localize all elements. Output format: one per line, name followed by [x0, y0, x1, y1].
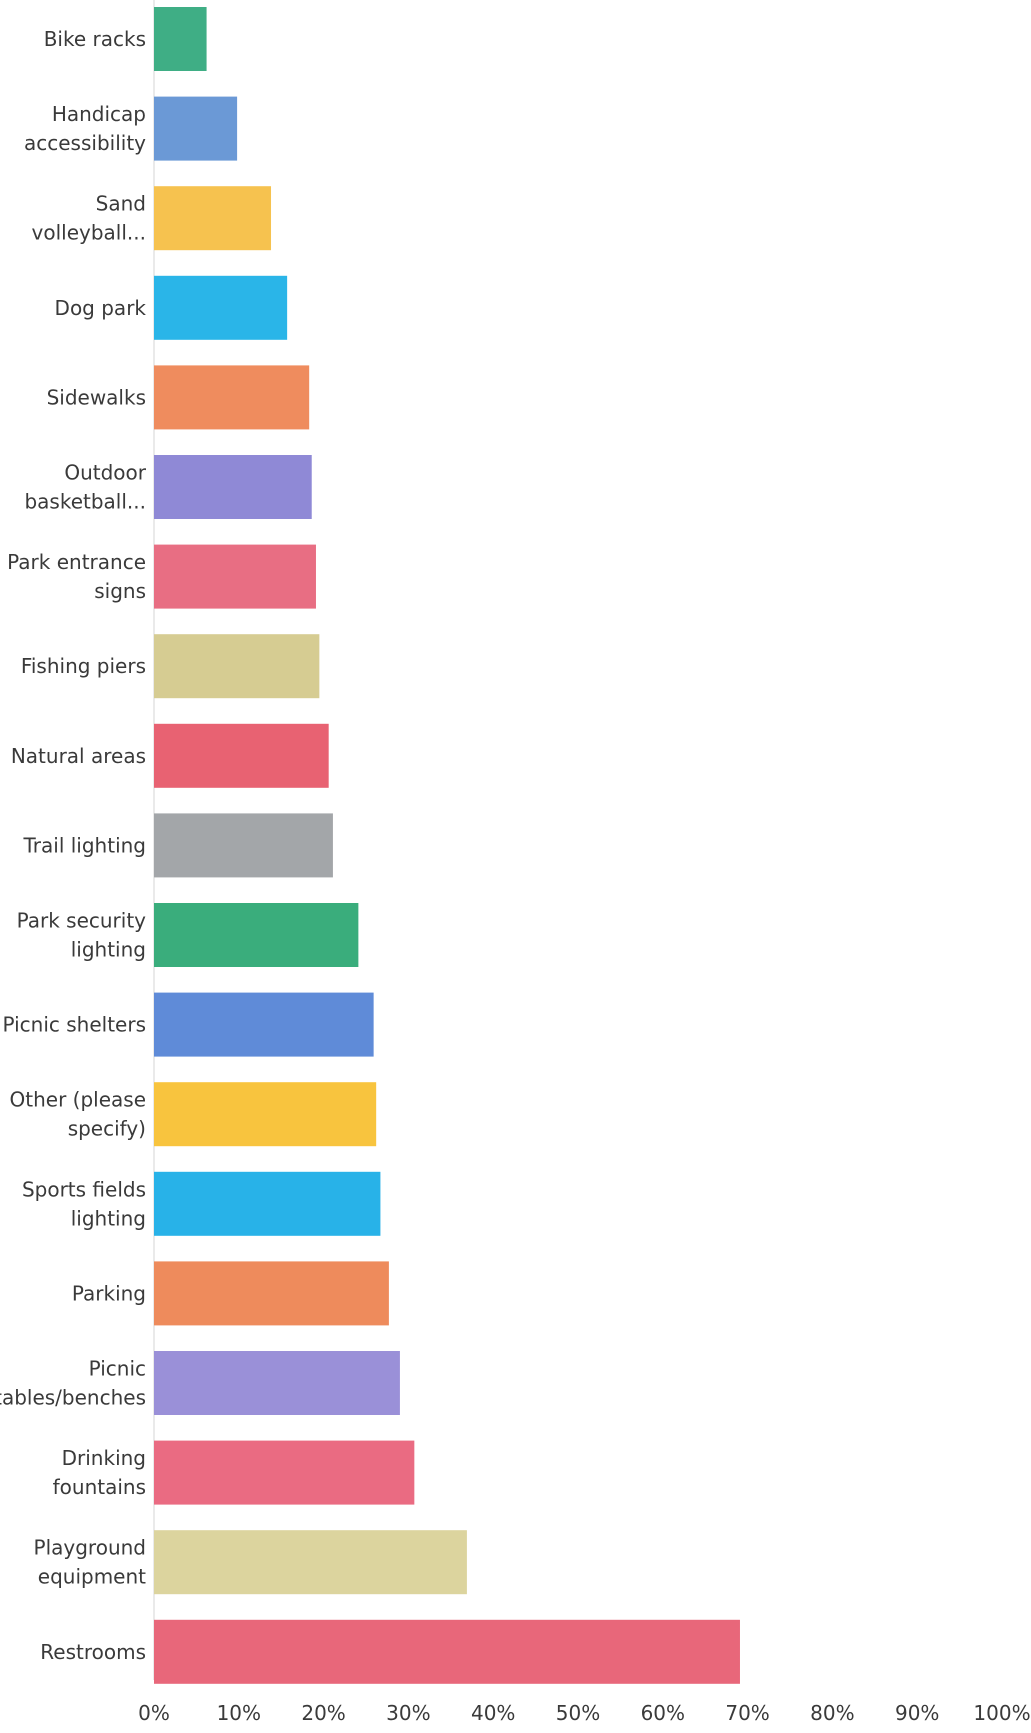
x-tick-label: 80% [810, 1701, 854, 1725]
bar [154, 903, 359, 967]
bar [154, 992, 374, 1057]
category-label-line: Playground [34, 1536, 146, 1560]
category-label-line: Other (please [10, 1088, 146, 1112]
category-label-line: Fishing piers [21, 654, 146, 678]
category-label: Drinking fountains [53, 1446, 146, 1499]
bar [154, 365, 310, 430]
category-label-line: lighting [71, 1206, 146, 1230]
bar [154, 7, 207, 71]
bar [154, 96, 238, 161]
category-label: Playground equipment [34, 1536, 147, 1589]
category-label: Sand volleyball... [32, 192, 146, 245]
category-label-line: equipment [38, 1565, 146, 1589]
x-tick-label: 40% [471, 1701, 515, 1725]
bar [154, 1351, 400, 1415]
category-label-line: tables/benches [0, 1386, 146, 1410]
bars-group [154, 7, 740, 1684]
bar [154, 544, 316, 609]
category-label-line: accessibility [24, 131, 146, 155]
bar [154, 634, 320, 699]
category-label-line: Sidewalks [47, 385, 146, 409]
category-label: Other (please specify) [10, 1088, 146, 1141]
category-label: Natural areas [11, 744, 146, 768]
category-label-line: volleyball... [32, 221, 146, 245]
category-label-line: Park entrance [7, 550, 146, 574]
category-label: Parking [72, 1281, 146, 1305]
category-label: Fishing piers [21, 654, 146, 678]
category-label-line: Park security [17, 909, 147, 933]
category-label-line: Sports fields [22, 1177, 146, 1201]
bar [154, 455, 312, 519]
category-label: Park security lighting [17, 909, 147, 962]
category-label-line: Parking [72, 1281, 146, 1305]
category-label-line: basketball... [24, 490, 146, 514]
bar [154, 1082, 377, 1147]
x-tick-label: 30% [386, 1701, 430, 1725]
category-label-line: Natural areas [11, 744, 146, 768]
category-label-line: Trail lighting [23, 833, 146, 857]
bar [154, 1619, 740, 1684]
category-label: Park entrance signs [7, 550, 146, 603]
x-tick-label: 90% [895, 1701, 939, 1725]
category-label-line: Drinking [62, 1446, 146, 1470]
x-tick-labels-group: 0% 10% 20% 30% 40% 50% 60% 70% 80% 90% 100% [138, 1701, 1030, 1725]
category-label: Outdoor basketball... [24, 461, 146, 514]
category-label-line: Bike racks [44, 27, 146, 51]
bar [154, 186, 272, 251]
category-label-line: Dog park [55, 296, 147, 320]
category-label: Restrooms [40, 1640, 146, 1664]
bar [154, 723, 329, 788]
category-labels-group: Bike racks Handicap accessibility Sand volle… [0, 27, 147, 1664]
category-label: Handicap accessibility [24, 102, 146, 155]
category-label: Bike racks [44, 27, 146, 51]
category-label: Sports fields lighting [22, 1177, 146, 1230]
bar [154, 813, 333, 878]
category-label: Trail lighting [23, 833, 146, 857]
category-label-line: fountains [53, 1475, 146, 1499]
x-tick-label: 100% [973, 1701, 1030, 1725]
category-label-line: Outdoor [64, 461, 146, 485]
bar [154, 1440, 415, 1505]
x-tick-label: 60% [641, 1701, 685, 1725]
category-label: Dog park [55, 296, 147, 320]
bar [154, 1530, 467, 1595]
bar [154, 1261, 389, 1326]
category-label-line: Sand [96, 192, 146, 216]
category-label: Picnic tables/benches [0, 1357, 146, 1410]
category-label: Picnic shelters [2, 1013, 146, 1037]
bar [154, 1171, 381, 1236]
category-label-line: specify) [68, 1117, 146, 1141]
bar [154, 275, 288, 340]
category-label: Sidewalks [47, 385, 146, 409]
x-tick-label: 20% [301, 1701, 345, 1725]
x-tick-label: 50% [556, 1701, 600, 1725]
category-label-line: Picnic [89, 1357, 146, 1381]
category-label-line: signs [94, 579, 146, 603]
x-tick-label: 10% [217, 1701, 261, 1725]
category-label-line: Restrooms [40, 1640, 146, 1664]
x-tick-label: 70% [725, 1701, 769, 1725]
x-tick-label: 0% [138, 1701, 170, 1725]
category-label-line: Picnic shelters [2, 1013, 146, 1037]
category-label-line: Handicap [52, 102, 146, 126]
category-label-line: lighting [71, 938, 146, 962]
